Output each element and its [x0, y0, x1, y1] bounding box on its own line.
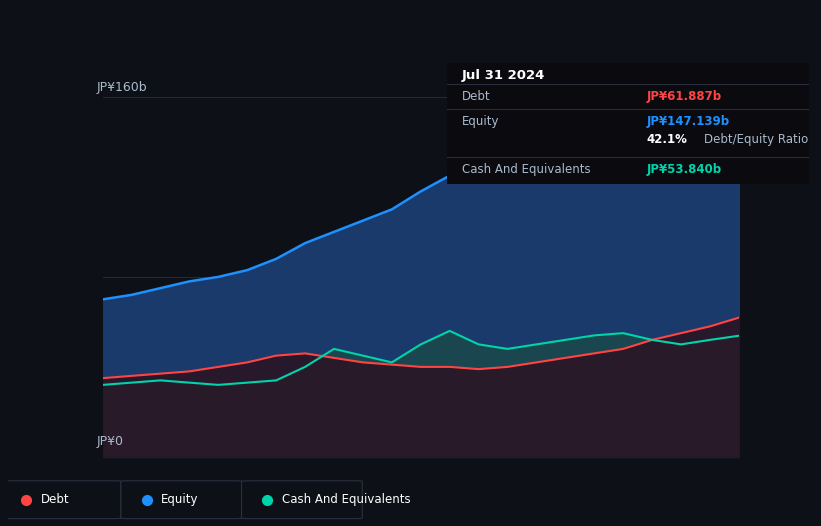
Text: Debt: Debt [462, 90, 490, 104]
Text: Cash And Equivalents: Cash And Equivalents [282, 493, 410, 506]
FancyBboxPatch shape [121, 481, 241, 519]
Text: Debt: Debt [40, 493, 69, 506]
Text: Equity: Equity [462, 115, 499, 128]
FancyBboxPatch shape [0, 481, 121, 519]
Text: Jul 31 2024: Jul 31 2024 [462, 69, 545, 82]
Text: JP¥160b: JP¥160b [96, 82, 147, 94]
Text: JP¥61.887b: JP¥61.887b [646, 90, 722, 104]
Text: JP¥53.840b: JP¥53.840b [646, 163, 722, 176]
Text: JP¥147.139b: JP¥147.139b [646, 115, 729, 128]
Text: Debt/Equity Ratio: Debt/Equity Ratio [704, 133, 808, 146]
Text: 42.1%: 42.1% [646, 133, 687, 146]
Text: Equity: Equity [161, 493, 199, 506]
Text: JP¥0: JP¥0 [96, 435, 123, 448]
FancyBboxPatch shape [241, 481, 362, 519]
Text: Cash And Equivalents: Cash And Equivalents [462, 163, 590, 176]
